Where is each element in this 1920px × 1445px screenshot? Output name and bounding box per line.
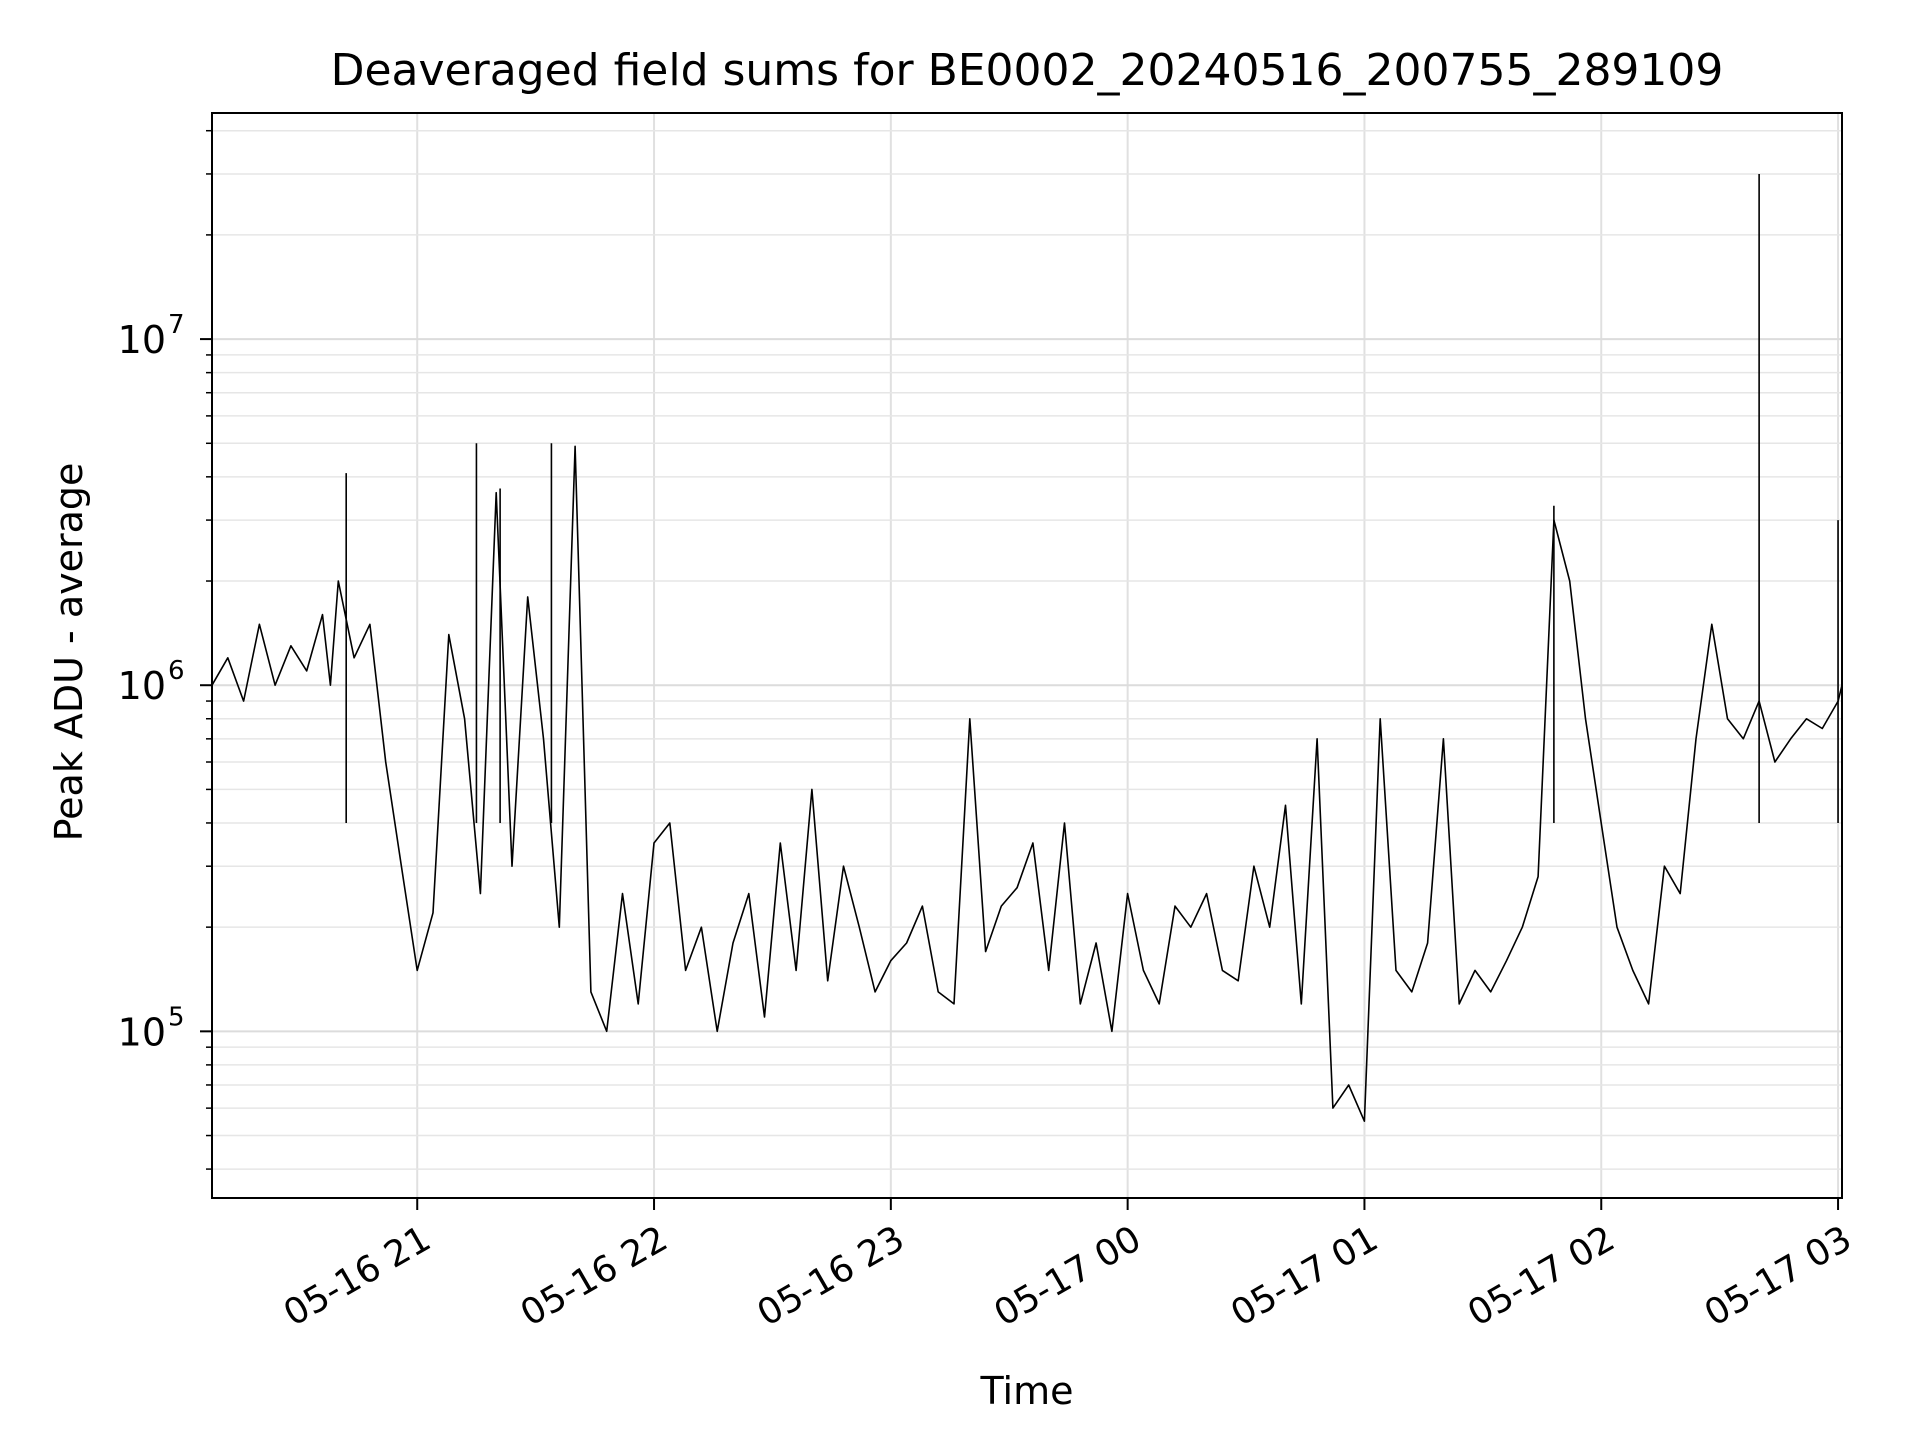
series-line-group bbox=[211, 173, 1843, 1122]
chart-title: Deaveraged field sums for BE0002_2024051… bbox=[331, 45, 1724, 96]
y-tick-label-base: 10 bbox=[118, 1010, 166, 1054]
plot-frame bbox=[211, 112, 1843, 1199]
y-axis-label: Peak ADU - average bbox=[47, 463, 91, 842]
y-tick-label-exponent: 7 bbox=[168, 310, 185, 340]
series-line bbox=[211, 445, 1843, 1122]
y-tick-label-exponent: 5 bbox=[168, 1002, 185, 1032]
x-axis-label: Time bbox=[980, 1369, 1074, 1413]
y-tick-label-exponent: 6 bbox=[168, 656, 185, 686]
y-tick-label-base: 10 bbox=[118, 318, 166, 362]
grid-lines bbox=[212, 113, 1842, 1198]
y-tick-label-base: 10 bbox=[118, 664, 166, 708]
